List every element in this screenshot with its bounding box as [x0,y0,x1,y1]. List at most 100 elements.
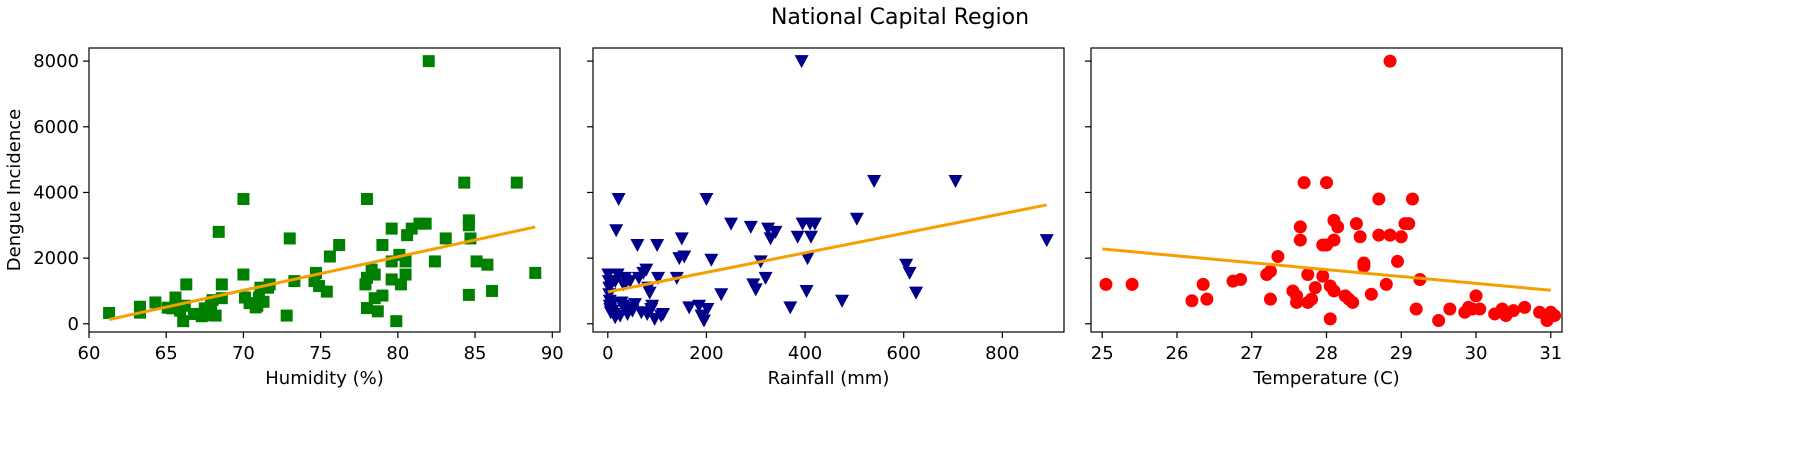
data-point [385,273,398,286]
data-point [1327,284,1341,298]
data-point [651,271,666,285]
data-point [604,298,619,312]
data-point [177,315,190,328]
x-tick-label: 65 [155,343,178,364]
scatter-panel-1: 0 200 400 600 800 Rainfall (mm) [587,47,1065,389]
data-point [376,289,389,302]
scatter-panel-2: 25 26 27 28 29 30 31 Temperature (C) [1085,47,1563,389]
data-point [748,283,763,297]
data-point [1125,277,1139,291]
data-point [1185,294,1199,308]
data-point [1432,314,1446,328]
data-point [1372,192,1386,206]
axes-frame [592,47,1065,333]
data-point [1349,217,1363,231]
data-point [1234,272,1248,286]
data-point [1316,269,1330,283]
data-point [1383,228,1397,242]
trend-line [108,225,536,321]
data-point [458,176,471,189]
data-point [1346,295,1360,309]
data-point [630,238,645,252]
data-point [1518,300,1532,314]
data-point [714,288,729,302]
trend-line [1102,247,1551,292]
data-point [1469,289,1483,303]
data-point [602,281,617,295]
axes-frame [88,47,561,333]
data-point [696,314,711,328]
x-tick-label: 200 [689,343,723,364]
y-axis-label: Dengue Incidence [4,109,25,271]
points-0 [103,55,542,328]
data-point [1323,312,1337,326]
y-tick-label: 6000 [33,117,79,138]
data-point [682,301,697,315]
data-point [257,295,270,308]
x-axis-label: Temperature (C) [1252,368,1399,389]
points-2 [1099,54,1562,328]
data-point [376,238,389,251]
scatter-panel-0: 60 65 70 75 80 85 90 0 2000 4000 6000 8000 Humidity … [4,47,564,389]
data-point [867,174,882,188]
data-point [783,301,798,315]
data-point [283,232,296,245]
data-point [169,291,182,304]
data-point [639,263,654,277]
data-point [1364,287,1378,301]
data-point [422,55,435,68]
data-point [743,220,758,234]
data-point [200,309,213,322]
data-point [481,258,494,271]
data-point [611,193,626,207]
data-point [677,250,692,264]
data-point [399,268,412,281]
data-point [486,284,499,297]
data-point [609,224,624,238]
data-point [1263,292,1277,306]
data-point [133,300,146,313]
data-point [1357,259,1371,273]
data-point [1394,230,1408,244]
data-point [462,214,475,227]
data-point [1297,176,1311,190]
data-point [1405,192,1419,206]
data-point [1320,176,1333,190]
y-tick-label: 2000 [33,248,79,269]
data-point [645,299,660,313]
x-tick-label: 30 [1465,343,1488,364]
data-point [1200,292,1214,306]
data-point [610,268,625,282]
data-point [399,255,412,268]
x-tick-label: 400 [788,343,822,364]
data-point [149,296,162,309]
data-point [180,278,193,291]
data-point [803,230,818,244]
x-axis-label: Rainfall (mm) [768,368,890,389]
data-point [439,232,452,245]
x-tick-label: 600 [887,343,921,364]
data-point [761,222,776,236]
data-point [902,266,917,280]
data-point [510,176,523,189]
x-tick-label: 85 [464,343,487,364]
data-point [622,275,637,289]
y-tick-label: 0 [68,314,79,335]
data-point [799,284,814,298]
data-point [360,302,373,315]
data-point [794,55,809,69]
data-point [674,232,689,246]
data-point [724,217,739,231]
data-point [1293,220,1307,234]
x-axis-label: Humidity (%) [265,368,384,389]
x-tick-label: 75 [309,343,332,364]
data-point [1443,302,1457,316]
data-point [390,315,403,328]
data-point [768,225,783,239]
data-point [360,193,373,206]
data-point [948,174,963,188]
data-point [790,230,805,244]
data-point [1473,302,1487,316]
data-point [1039,234,1054,248]
x-tick-label: 28 [1315,343,1338,364]
